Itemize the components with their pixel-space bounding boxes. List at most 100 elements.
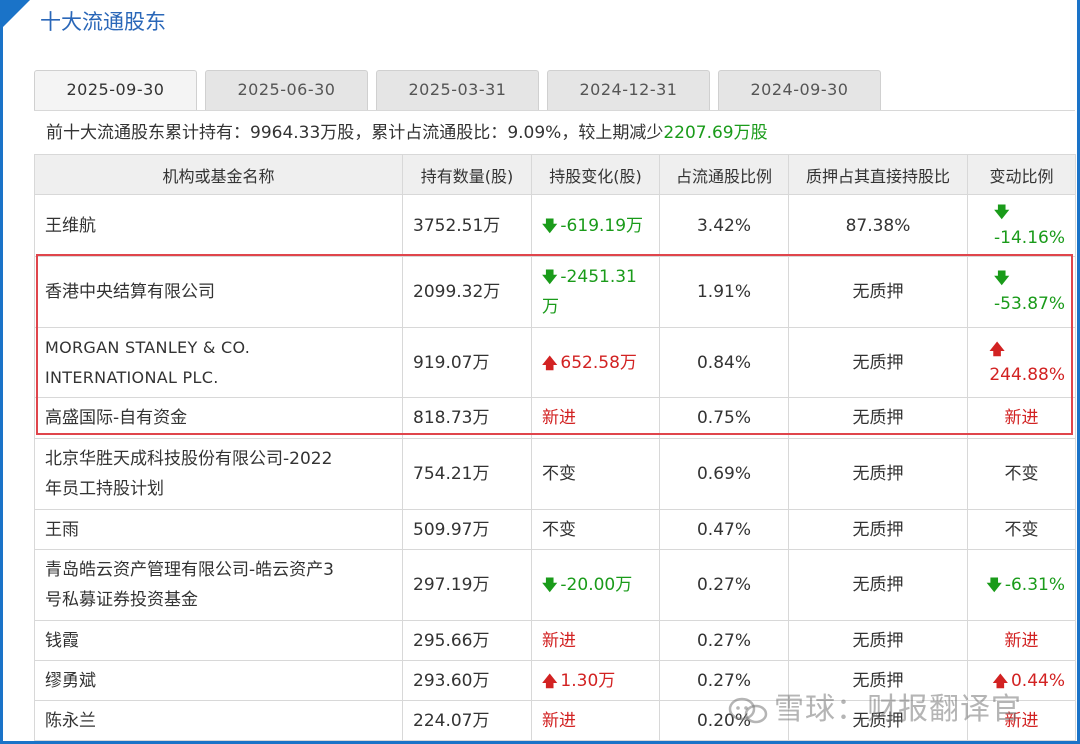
table-row: 王雨 509.97万 不变 0.47% 无质押 不变 (34, 509, 1076, 550)
pledge-ratio: 无质押 (788, 509, 968, 550)
table-row: 陈永兰 224.07万 新进 0.20% 无质押 新进 (34, 700, 1076, 741)
holding-change: 🡇 -20.00万 (531, 549, 660, 621)
col-header-ratio: 占流通股比例 (659, 154, 789, 195)
holding-change: 不变 (531, 509, 660, 550)
col-header-pledge: 质押占其直接持股比 (788, 154, 968, 195)
holding-qty: 919.07万 (402, 327, 532, 398)
arrow-up-icon: 🡅 (992, 671, 1008, 690)
float-ratio: 0.27% (659, 660, 789, 701)
arrow-down-icon: 🡇 (994, 269, 1010, 287)
summary-total: 9964.33万股 (250, 123, 355, 143)
pledge-ratio: 87.38% (788, 194, 968, 257)
holding-change: 新进 (531, 620, 660, 661)
pledge-ratio: 无质押 (788, 549, 968, 621)
holding-qty: 2099.32万 (402, 256, 532, 328)
change-value: -20.00万 (560, 575, 633, 595)
tab-2025-06-30[interactable]: 2025-06-30 (205, 70, 368, 110)
col-header-name: 机构或基金名称 (34, 154, 403, 195)
table-row: 高盛国际-自有资金 818.73万 新进 0.75% 无质押 新进 (34, 397, 1076, 439)
tab-2025-03-31[interactable]: 2025-03-31 (376, 70, 539, 110)
holding-qty: 818.73万 (402, 397, 532, 439)
change-pct: 🡅 244.88% (967, 327, 1076, 398)
holder-name: 青岛皓云资产管理有限公司-皓云资产3 号私募证券投资基金 (34, 549, 403, 621)
holding-change: 不变 (531, 438, 660, 510)
holding-qty: 297.19万 (402, 549, 532, 621)
col-header-qty: 持有数量(股) (402, 154, 532, 195)
corner-accent (0, 0, 30, 30)
change-value: 1.30万 (560, 670, 616, 691)
float-ratio: 0.47% (659, 509, 789, 550)
pct-value: -14.16% (994, 227, 1065, 248)
change-value: -2451.31 (560, 267, 637, 287)
change-pct: 🡇 -14.16% (967, 194, 1076, 257)
change-pct: 新进 (967, 620, 1076, 661)
col-header-pct: 变动比例 (967, 154, 1076, 195)
holder-name: 北京华胜天成科技股份有限公司-2022 年员工持股计划 (34, 438, 403, 510)
float-ratio: 0.27% (659, 549, 789, 621)
float-ratio: 0.69% (659, 438, 789, 510)
table-row: 缪勇斌 293.60万 🡅 1.30万 0.27% 无质押 🡅 0.44% (34, 660, 1076, 701)
holder-name: 钱霞 (34, 620, 403, 661)
holding-change: 🡇 -2451.31 万 (531, 256, 660, 328)
holding-qty: 509.97万 (402, 509, 532, 550)
change-pct: 新进 (967, 397, 1076, 439)
summary-ratio: 9.09% (507, 123, 562, 143)
holding-change: 新进 (531, 397, 660, 439)
holder-name-line1: 青岛皓云资产管理有限公司-皓云资产3 (45, 560, 334, 580)
arrow-down-icon: 🡇 (542, 268, 558, 286)
holding-qty: 754.21万 (402, 438, 532, 510)
pledge-ratio: 无质押 (788, 438, 968, 510)
change-pct: 🡇 -6.31% (967, 549, 1076, 621)
table-row: 香港中央结算有限公司 2099.32万 🡇 -2451.31 万 1.91% 无质押… (34, 256, 1076, 328)
holder-name: 王雨 (34, 509, 403, 550)
float-ratio: 3.42% (659, 194, 789, 257)
change-unit: 万 (542, 297, 559, 317)
section-title: 十大流通股东 (40, 10, 166, 34)
holding-change: 🡅 1.30万 (531, 660, 660, 701)
holding-change: 🡇 -619.19万 (531, 194, 660, 257)
tab-2025-09-30[interactable]: 2025-09-30 (34, 70, 197, 110)
float-ratio: 1.91% (659, 256, 789, 328)
summary-line: 前十大流通股东累计持有：9964.33万股，累计占流通股比：9.09%，较上期减… (34, 110, 1075, 154)
arrow-up-icon: 🡅 (989, 339, 1005, 358)
tab-2024-09-30[interactable]: 2024-09-30 (718, 70, 881, 110)
holding-qty: 293.60万 (402, 660, 532, 701)
holding-qty: 295.66万 (402, 620, 532, 661)
summary-decrease: 2207.69万股 (663, 123, 768, 143)
pledge-ratio: 无质押 (788, 256, 968, 328)
change-pct: 不变 (967, 438, 1076, 510)
summary-sep1: ，累计占流通股比： (354, 123, 508, 143)
holder-name-line1: 北京华胜天成科技股份有限公司-2022 (45, 449, 333, 469)
change-value: -619.19万 (560, 215, 644, 236)
arrow-down-icon: 🡇 (994, 202, 1010, 221)
change-pct: 不变 (967, 509, 1076, 550)
col-header-change: 持股变化(股) (531, 154, 660, 195)
table-row: 北京华胜天成科技股份有限公司-2022 年员工持股计划 754.21万 不变 0.… (34, 438, 1076, 510)
arrow-down-icon: 🡇 (542, 576, 558, 594)
float-ratio: 0.84% (659, 327, 789, 398)
pledge-ratio: 无质押 (788, 700, 968, 741)
holder-name-line2: INTERNATIONAL PLC. (45, 367, 219, 387)
holding-change: 新进 (531, 700, 660, 741)
change-value: 652.58万 (560, 352, 637, 373)
tab-2024-12-31[interactable]: 2024-12-31 (547, 70, 710, 110)
pledge-ratio: 无质押 (788, 327, 968, 398)
holding-change: 🡅 652.58万 (531, 327, 660, 398)
holding-qty: 3752.51万 (402, 194, 532, 257)
float-ratio: 0.20% (659, 700, 789, 741)
arrow-down-icon: 🡇 (986, 576, 1002, 594)
holder-name: 高盛国际-自有资金 (34, 397, 403, 439)
holder-name: MORGAN STANLEY & CO. INTERNATIONAL PLC. (34, 327, 403, 398)
change-pct: 🡇 -53.87% (967, 256, 1076, 328)
holder-name: 缪勇斌 (34, 660, 403, 701)
holding-qty: 224.07万 (402, 700, 532, 741)
shareholders-table: 机构或基金名称 持有数量(股) 持股变化(股) 占流通股比例 质押占其直接持股比… (34, 154, 1076, 741)
summary-sep2: ，较上期减少 (561, 123, 664, 143)
holder-name: 陈永兰 (34, 700, 403, 741)
table-row: 钱霞 295.66万 新进 0.27% 无质押 新进 (34, 620, 1076, 661)
pct-value: -6.31% (1004, 575, 1065, 595)
date-tabs: 2025-09-30 2025-06-30 2025-03-31 2024-12… (34, 70, 889, 110)
arrow-down-icon: 🡇 (542, 216, 558, 235)
pct-value: 244.88% (989, 364, 1065, 385)
